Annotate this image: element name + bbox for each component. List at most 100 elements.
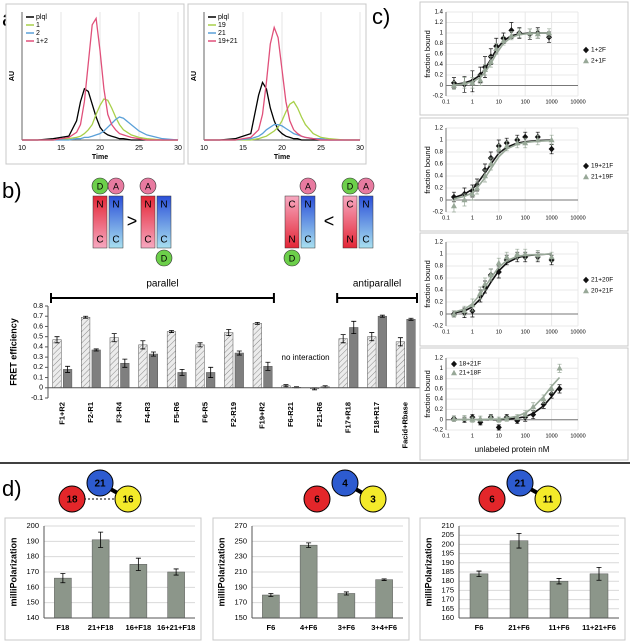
error-bar — [340, 334, 346, 344]
marker — [461, 196, 468, 203]
x-tick-label: 10 — [496, 99, 502, 105]
strand-end-label: C — [160, 235, 167, 246]
dye — [357, 177, 375, 195]
error-bar — [254, 321, 260, 325]
y-tick-label: 180 — [26, 552, 39, 561]
x-tick-label: 11+F6 — [548, 623, 569, 632]
strand-end-label: N — [288, 235, 295, 246]
error-bar — [208, 366, 214, 378]
legend-label: 21 — [218, 30, 226, 37]
marker — [522, 139, 529, 146]
bar — [406, 319, 416, 389]
bar — [509, 540, 529, 619]
marker — [556, 385, 563, 393]
strand-end-label: N — [362, 200, 369, 211]
marker — [503, 253, 510, 260]
y-axis-label: fraction bound — [423, 370, 432, 418]
error-bar — [265, 361, 271, 371]
marker — [487, 414, 494, 420]
marker — [503, 415, 510, 421]
legend-label: 1+2 — [36, 38, 48, 45]
node — [86, 469, 114, 497]
bar — [195, 344, 205, 389]
x-tick-label: F21-R6 — [315, 402, 324, 427]
y-tick-label: 1.2 — [435, 356, 444, 362]
y-tick-label: 1 — [440, 252, 444, 258]
dye — [299, 177, 317, 195]
y-tick-label: 150 — [26, 598, 39, 607]
dye-label: D — [289, 253, 296, 263]
y-tick-label: -0.2 — [433, 324, 444, 330]
x-tick-label: 10 — [496, 215, 502, 221]
marker — [495, 424, 502, 431]
marker — [522, 250, 529, 257]
marker — [514, 139, 521, 146]
x-tick-label: F5-R6 — [172, 402, 181, 423]
y-tick-label: 150 — [234, 613, 247, 622]
error-bar — [122, 358, 128, 368]
bar — [129, 564, 148, 619]
bar — [166, 331, 177, 389]
marker — [469, 190, 476, 197]
error-bar — [135, 557, 141, 571]
x-tick-label: 3+4+F6 — [371, 623, 397, 632]
x-tick-label: 10000 — [570, 99, 585, 105]
marker — [450, 202, 457, 209]
x-tick-label: 25 — [135, 145, 143, 152]
x-tick-label: 10 — [18, 145, 26, 152]
legend-label: plql — [36, 14, 47, 21]
strand-end-label: N — [346, 235, 353, 246]
marker — [534, 136, 541, 143]
x-tick-label: 10000 — [570, 433, 585, 439]
panel-label: d) — [2, 476, 22, 501]
y-tick-label: -0.2 — [433, 94, 444, 100]
error-bar — [140, 340, 146, 350]
y-axis-label: milliPolarization — [8, 537, 18, 606]
x-tick-label: F18+R17 — [372, 402, 381, 433]
y-tick-label: 0.6 — [435, 52, 444, 58]
dye-label: A — [305, 181, 311, 191]
strand-end-label: C — [112, 235, 119, 246]
y-tick-label: 0.2 — [435, 73, 444, 79]
marker — [450, 82, 457, 88]
series-line — [204, 100, 360, 141]
panel-frame — [419, 347, 629, 461]
dye — [107, 177, 125, 195]
y-tick-label: 0 — [440, 417, 444, 423]
marker — [493, 45, 500, 51]
marker — [481, 66, 488, 72]
y-tick-label: 0 — [440, 198, 444, 204]
marker — [469, 416, 476, 422]
marker — [450, 415, 457, 421]
marker — [522, 133, 529, 141]
node-label: 21 — [514, 479, 526, 490]
error-bar — [343, 591, 349, 596]
bar — [367, 336, 377, 389]
error-bar — [226, 329, 232, 337]
dye-label: D — [347, 181, 354, 191]
y-axis-label: AU — [9, 71, 16, 81]
x-tick-label: F6 — [266, 623, 275, 632]
marker — [451, 360, 457, 368]
y-tick-label: 0.2 — [435, 300, 444, 306]
y-tick-label: 1 — [440, 138, 444, 144]
bar — [91, 539, 110, 619]
x-tick-label: 10 — [200, 145, 208, 152]
x-tick-label: 21+F18 — [88, 623, 114, 632]
bar — [167, 571, 185, 619]
marker — [481, 280, 488, 287]
x-axis-label: Time — [274, 154, 290, 161]
bar — [234, 352, 244, 389]
y-tick-label: 1 — [440, 31, 444, 37]
y-tick-label: 200 — [441, 539, 454, 548]
error-bar — [60, 573, 66, 584]
error-bar — [54, 336, 60, 344]
x-tick-label: 10 — [496, 329, 502, 335]
x-tick-label: 4+F6 — [300, 623, 317, 632]
x-tick-label: 1000 — [545, 329, 557, 335]
bar — [338, 338, 348, 389]
y-tick-label: 230 — [234, 552, 247, 561]
y-tick-label: 0.8 — [435, 41, 444, 47]
y-tick-label: 180 — [441, 576, 454, 585]
marker — [534, 30, 541, 37]
